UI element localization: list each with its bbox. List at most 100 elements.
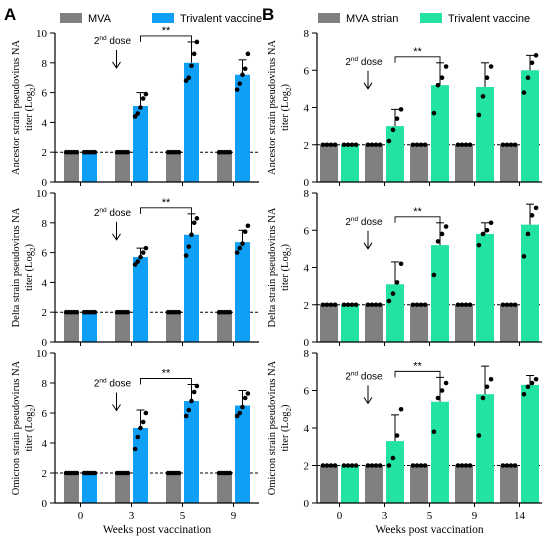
bar-mva — [115, 312, 130, 342]
data-point — [240, 72, 245, 78]
y-axis-title-close: ) — [24, 404, 35, 408]
data-point — [431, 110, 437, 116]
data-point — [140, 96, 146, 101]
y-axis-title-line2: titer (Log2) — [280, 244, 293, 291]
data-point — [245, 223, 251, 229]
y-tick-label: 4 — [42, 277, 48, 289]
chart-panel-6: 0 2 4 6 8 0 3 5 9 14 Weeks post vaccination Omicron… — [267, 348, 542, 536]
data-point — [135, 259, 141, 264]
bar-mva — [64, 312, 79, 342]
legend-swatch — [318, 13, 340, 23]
significance-label: ** — [162, 197, 171, 209]
legend-label: Trivalent vaccine — [448, 13, 530, 25]
data-point — [135, 434, 141, 440]
data-point — [431, 272, 437, 278]
data-point — [194, 383, 200, 389]
y-tick-label: 4 — [42, 438, 48, 450]
data-point — [504, 302, 510, 308]
data-point — [455, 302, 461, 308]
y-tick-label: 0 — [304, 337, 310, 349]
data-point — [125, 149, 131, 155]
data-point — [435, 82, 441, 88]
dose-number: 2 — [94, 36, 100, 47]
x-tick-label: 5 — [427, 510, 433, 522]
data-point — [500, 302, 506, 308]
y-axis-title-line2: titer (Log2) — [24, 244, 37, 291]
legend-swatch — [152, 13, 174, 23]
data-point — [234, 250, 240, 255]
bar-trivalent-vaccine — [476, 233, 494, 342]
second-dose-annotation: 2nd dose — [94, 35, 132, 47]
data-point — [476, 242, 482, 248]
bar-trivalent-vaccine — [184, 234, 199, 342]
data-point — [525, 384, 531, 390]
data-point — [369, 463, 375, 468]
data-point — [459, 142, 465, 148]
log-subscript: 2 — [285, 408, 293, 412]
data-point — [349, 302, 355, 308]
legend-label: MVA strian — [346, 13, 398, 25]
y-tick-label: 8 — [42, 218, 48, 230]
y-tick-label: 8 — [304, 28, 310, 40]
data-point — [439, 231, 445, 237]
data-point — [242, 66, 248, 72]
data-point — [459, 302, 465, 308]
data-point — [480, 395, 486, 401]
bar-mva — [166, 152, 181, 182]
data-point — [529, 60, 535, 66]
data-point — [418, 463, 424, 468]
data-point — [377, 142, 383, 148]
data-point — [320, 302, 326, 308]
bar-mva-strian — [320, 304, 338, 342]
bar-trivalent-vaccine — [521, 384, 539, 503]
y-tick-label: 0 — [42, 337, 48, 349]
bar-trivalent-vaccine — [341, 144, 359, 182]
data-point — [234, 87, 240, 92]
significance-bracket — [140, 35, 192, 42]
chart-panel-1: 0 2 4 6 8 10 Ancestor strain pseudovirus NA tit… — [11, 13, 262, 189]
data-point — [422, 302, 428, 308]
bar-trivalent-vaccine — [235, 74, 250, 182]
data-point — [74, 149, 80, 155]
data-point — [143, 410, 149, 416]
bar-mva-strian — [410, 144, 428, 182]
panel-label-a: A — [4, 5, 16, 24]
data-point — [341, 302, 347, 308]
significance-bracket — [394, 56, 441, 63]
data-point — [186, 75, 192, 80]
dose-number: 2 — [345, 217, 351, 228]
data-point — [484, 75, 490, 80]
y-tick-label: 2 — [304, 140, 310, 152]
data-point — [373, 142, 379, 148]
dose-arrow-head — [363, 82, 373, 90]
log-subscript: 2 — [285, 87, 293, 91]
data-point — [398, 107, 404, 112]
data-point — [227, 309, 233, 315]
data-point — [439, 75, 445, 80]
data-point — [227, 470, 233, 476]
data-point — [369, 142, 375, 148]
y-tick-label: 2 — [304, 461, 310, 473]
x-tick-label: 3 — [129, 510, 135, 522]
data-point — [431, 429, 437, 435]
bar-trivalent-vaccine — [82, 152, 97, 182]
data-point — [237, 245, 243, 251]
log-subscript: 2 — [29, 408, 37, 412]
data-point — [529, 213, 535, 218]
chart-panel-3: 0 2 4 6 8 10 0 3 5 9 Weeks post vaccination Omicron… — [11, 348, 259, 536]
data-point — [467, 463, 473, 468]
y-axis-title: Ancestor strain pseudovirus NA — [11, 40, 22, 175]
bar-mva-strian — [455, 465, 473, 503]
dose-number: 2 — [345, 57, 351, 68]
y-tick-label: 2 — [42, 468, 48, 480]
bar-mva-strian — [410, 304, 428, 342]
legend-swatch — [60, 13, 82, 23]
data-point — [443, 380, 449, 386]
data-point — [92, 470, 98, 476]
y-tick-label: 0 — [42, 177, 48, 189]
significance-bracket — [140, 207, 192, 214]
data-point — [345, 463, 351, 468]
y-tick-label: 8 — [42, 58, 48, 70]
dose-ordinal: nd — [351, 370, 359, 377]
data-point — [508, 302, 514, 308]
